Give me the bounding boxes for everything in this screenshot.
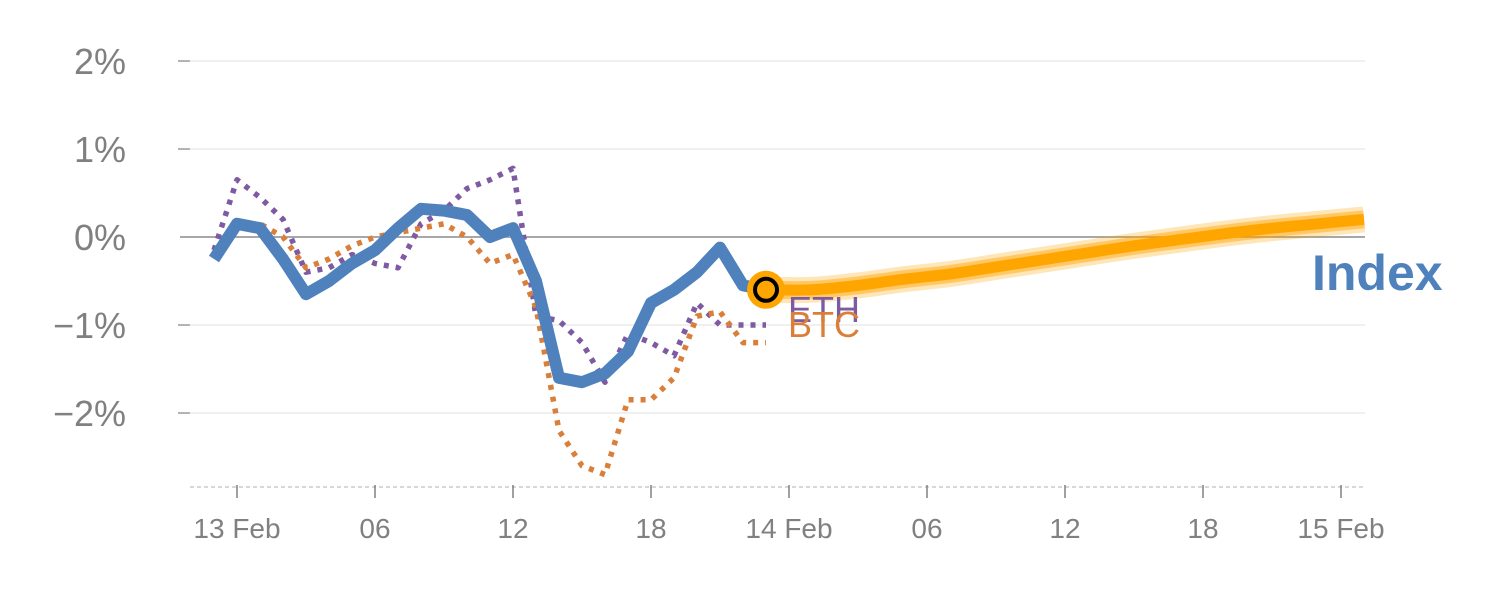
x-tick-label-4: 14 Feb — [745, 513, 832, 544]
x-tick-label-7: 18 — [1187, 513, 1218, 544]
series-label-index: Index — [1312, 245, 1443, 301]
series-label-eth: ETH — [788, 289, 860, 330]
x-tick-label-6: 12 — [1049, 513, 1080, 544]
x-tick-label-2: 12 — [497, 513, 528, 544]
axes: 2% 1% 0% −1% −2% 13 Feb 06 12 18 14 Feb 06 12 18 15 F… — [53, 41, 1385, 544]
x-tick-label-0: 13 Feb — [193, 513, 280, 544]
series-labels: ETH BTC Index — [788, 245, 1443, 345]
x-tick-label-1: 06 — [359, 513, 390, 544]
y-tick-label-3: −1% — [53, 305, 126, 346]
y-tick-label-2: 0% — [74, 217, 126, 258]
series-line-index — [208, 202, 768, 389]
y-tick-label-1: 1% — [74, 129, 126, 170]
marker-dot — [753, 276, 779, 303]
x-tick-label-3: 18 — [635, 513, 666, 544]
y-tick-label-0: 2% — [74, 41, 126, 82]
current-value-marker — [747, 270, 785, 309]
x-tick-label-5: 06 — [911, 513, 942, 544]
x-tick-label-8: 15 Feb — [1297, 513, 1384, 544]
gridlines — [178, 60, 1365, 414]
y-tick-label-4: −2% — [53, 393, 126, 434]
series-line-eth — [211, 165, 766, 385]
series-label-btc: BTC — [788, 304, 860, 345]
forecast-line — [765, 213, 1365, 296]
series-line-btc — [211, 221, 766, 478]
series-lines — [208, 165, 1366, 478]
